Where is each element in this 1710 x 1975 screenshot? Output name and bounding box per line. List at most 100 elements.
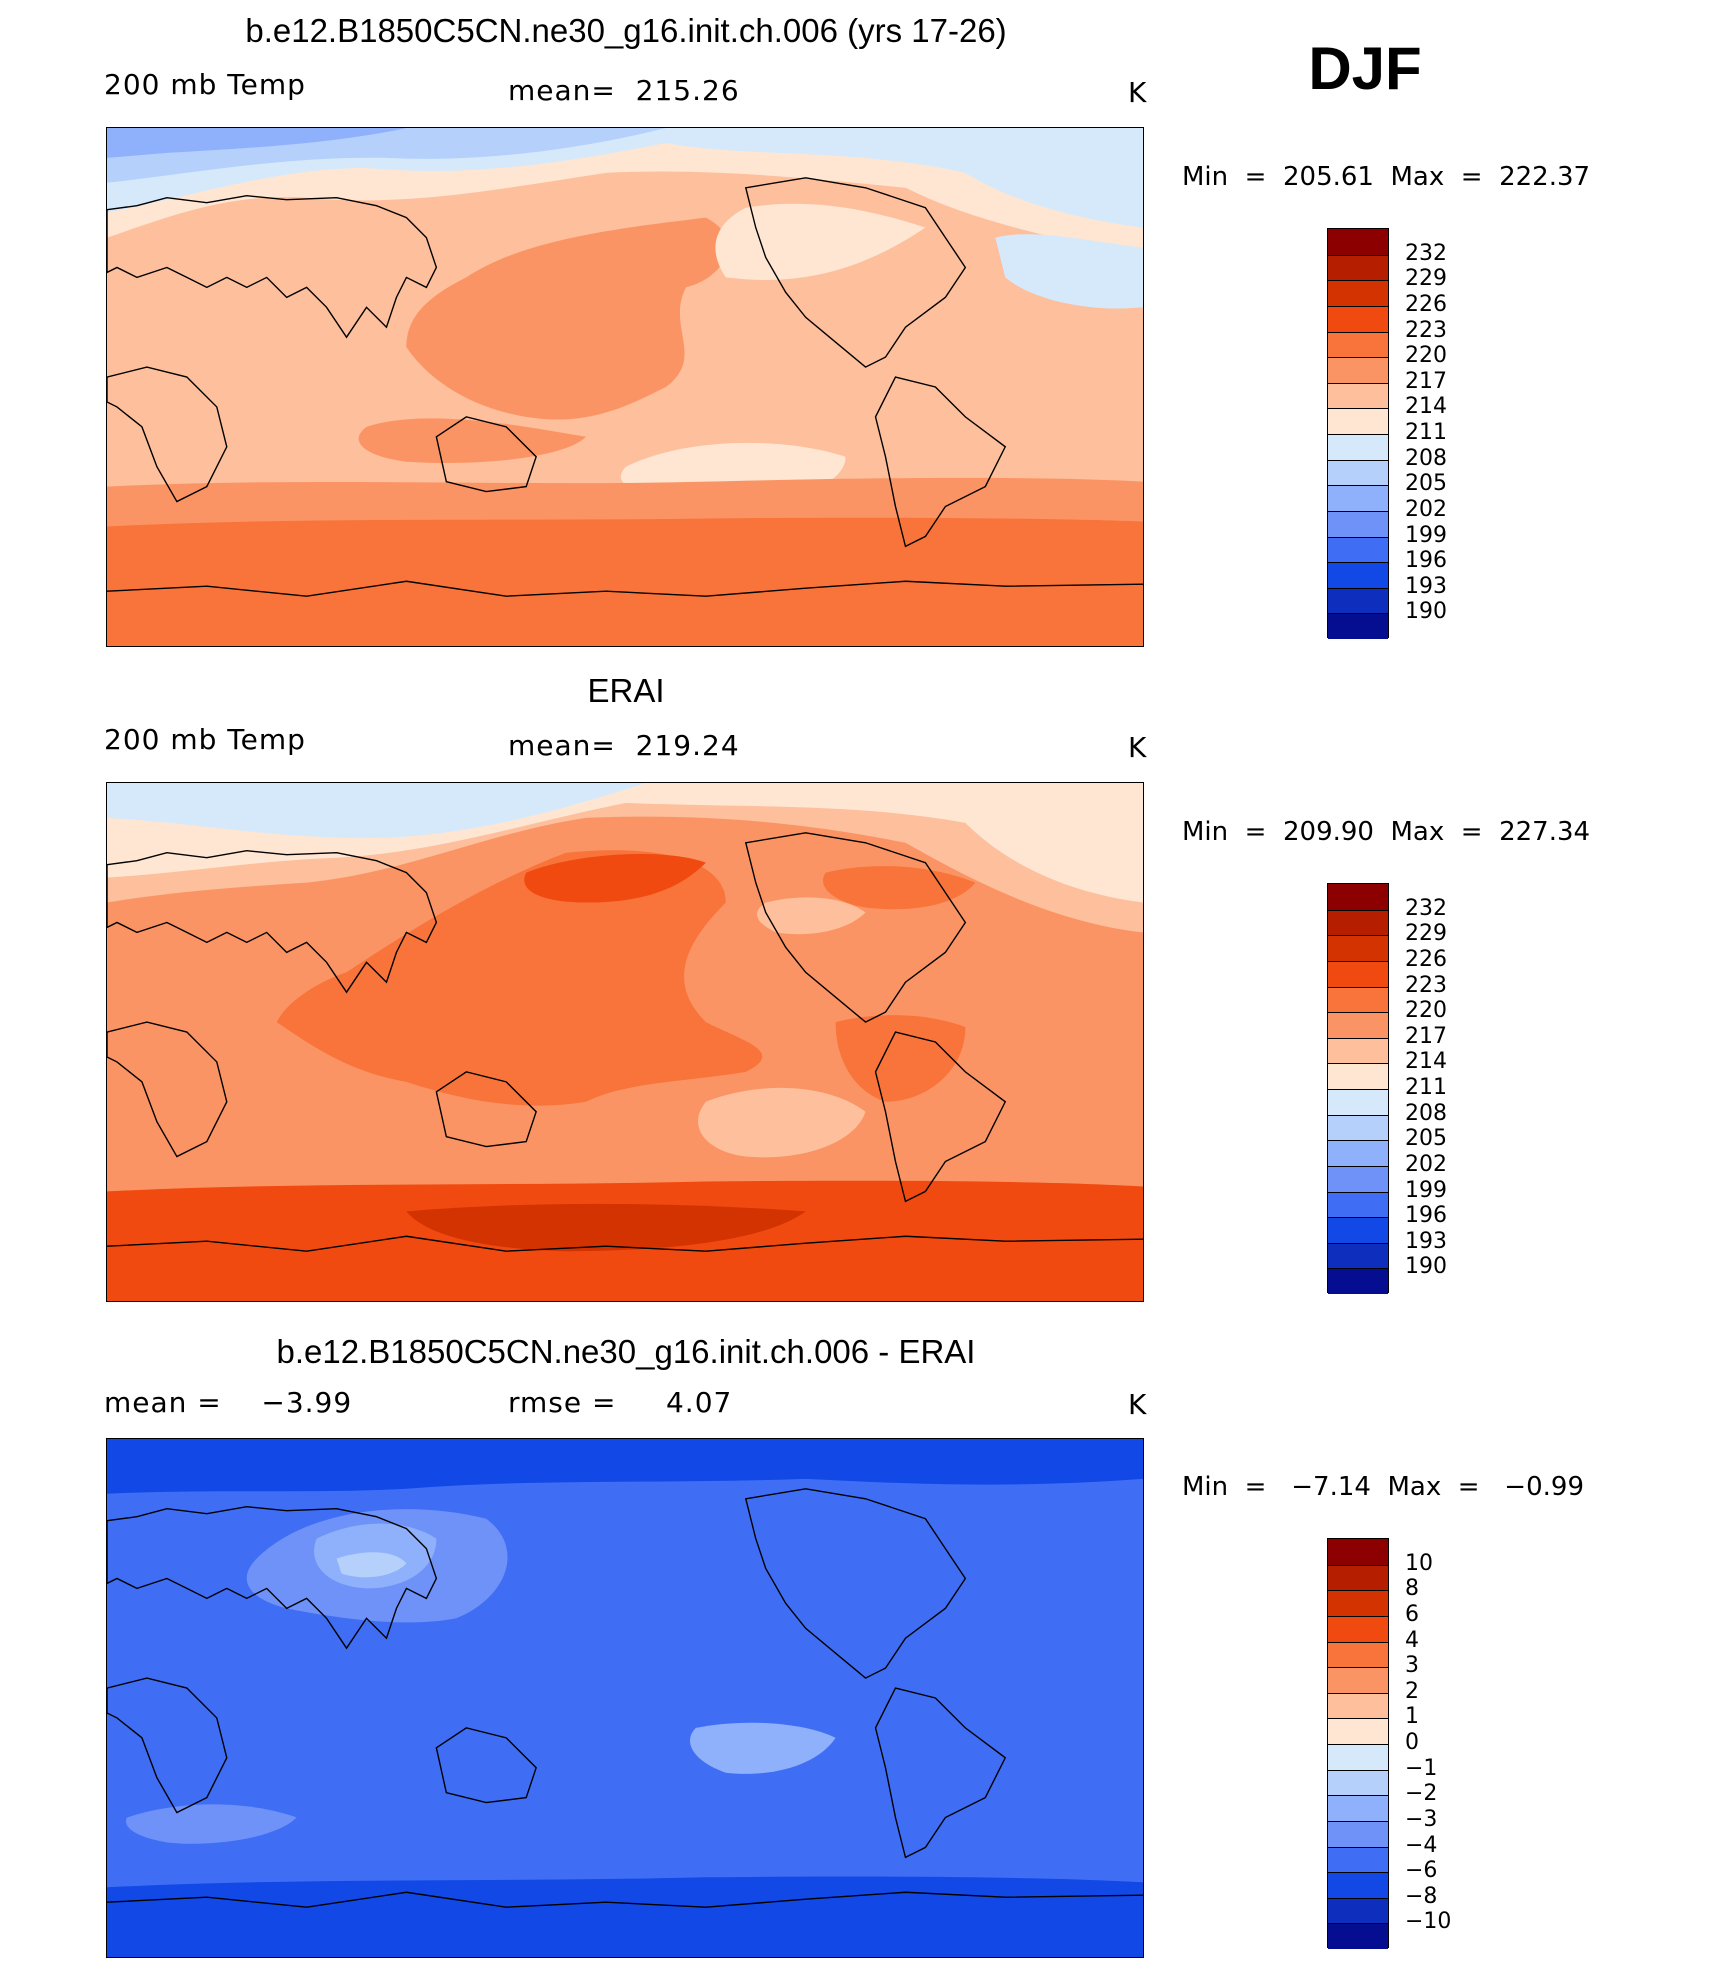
colorbar-tick-label: 199 [1405,522,1447,548]
colorbar-swatch [1328,1769,1388,1796]
panel2-mean-label: mean= 219.24 [508,729,740,762]
panel2-band-226-229-south [406,1203,806,1252]
colorbar-tick-label: 196 [1405,548,1447,574]
colorbar-tick-label: 220 [1405,998,1447,1024]
colorbar-swatch [1328,1615,1388,1642]
colorbar-tick-label: 10 [1405,1550,1433,1576]
colorbar-tick-label: −6 [1405,1858,1438,1884]
colorbar-swatch [1328,884,1388,910]
panel2-coastline-australia [435,1071,537,1148]
panel2-coastline-eurasia [107,850,438,994]
colorbar-swatch [1328,1037,1388,1064]
colorbar-swatch [1328,536,1388,563]
colorbar-tick-label: 214 [1405,1049,1447,1075]
panel2-coastline-antarctica [107,1235,1143,1252]
colorbar-swatch [1328,1692,1388,1719]
colorbar-swatch [1328,1667,1388,1693]
colorbar-swatch [1328,357,1388,383]
panel3-band-safrica [126,1804,297,1844]
colorbar-tick-label: −10 [1405,1909,1452,1935]
panel1-band-220-223-south [107,517,1143,646]
colorbar-tick-label: 208 [1405,445,1447,471]
colorbar-swatch [1328,1165,1388,1192]
panel2-title: ERAI [587,672,665,709]
colorbar-tick-label: 190 [1405,1254,1447,1280]
colorbar-swatch [1328,1539,1388,1565]
panel1-variable-label: 200 mb Temp [104,68,306,101]
colorbar-tick-label: 217 [1405,1023,1447,1049]
colorbar-tick-label: 2 [1405,1678,1419,1704]
colorbar-swatch [1328,1217,1388,1243]
colorbar-tick-label: 232 [1405,895,1447,921]
panel3-colorbar [1327,1538,1389,1949]
colorbar-swatch [1328,935,1388,961]
colorbar-swatch [1328,408,1388,434]
panel1-coastline-africa [107,366,228,503]
colorbar-swatch [1328,1590,1388,1616]
colorbar-tick-label: 205 [1405,1126,1447,1152]
panel3-title: b.e12.B1850C5CN.ne30_g16.init.ch.006 - E… [276,1333,976,1370]
panel3-coastline-south-america [874,1687,1007,1859]
colorbar-tick-label: 223 [1405,972,1447,998]
panel1-band-217-220-pacific [406,217,728,420]
colorbar-tick-label: 0 [1405,1730,1419,1755]
colorbar-tick-label: 232 [1405,240,1447,266]
colorbar-swatch [1328,1744,1388,1770]
panel1-coastline-australia [435,416,537,493]
colorbar-tick-label: −4 [1405,1832,1438,1858]
panel2-contour-plot [107,783,1143,1301]
colorbar-swatch [1328,1795,1388,1821]
panel2-variable-label: 200 mb Temp [104,723,306,756]
panel2-band-208-211 [107,783,646,839]
panel2-colorbar [1327,883,1389,1294]
panel1-coastline-north-america [744,177,967,368]
colorbar-swatch [1328,909,1388,936]
colorbar-swatch [1328,1820,1388,1847]
panel3-map [106,1438,1144,1958]
colorbar-swatch [1328,562,1388,588]
colorbar-tick-label: 220 [1405,343,1447,369]
panel1-min-max: Min = 205.61 Max = 222.37 [1182,162,1591,192]
colorbar-swatch [1328,485,1388,511]
colorbar-tick-label: 196 [1405,1203,1447,1229]
colorbar-swatch [1328,1846,1388,1873]
colorbar-tick-label: 226 [1405,291,1447,317]
panel2-band-220-223-pacific [276,850,763,1106]
panel3-coastline-antarctica [107,1891,1143,1908]
panel1-map [106,127,1144,647]
panel2-band-nam-warm [823,866,976,910]
colorbar-tick-label: 6 [1405,1601,1419,1627]
panel2-coastline-north-america [744,832,967,1023]
colorbar-swatch [1328,434,1388,460]
panel2-units-label: K [1128,731,1148,764]
panel1-contour-plot [107,128,1143,646]
colorbar-tick-label: 205 [1405,471,1447,497]
panel3-band-neg2-neg1 [336,1552,407,1578]
colorbar-tick-label: −8 [1405,1883,1438,1909]
season-label: DJF [1308,35,1422,102]
colorbar-swatch [1328,1923,1388,1949]
colorbar-swatch [1328,280,1388,306]
colorbar-swatch [1328,1897,1388,1924]
colorbar-tick-label: 202 [1405,496,1447,522]
colorbar-tick-label: 190 [1405,599,1447,625]
panel3-rmse-label: rmse = 4.07 [508,1386,733,1419]
colorbar-tick-label: 223 [1405,317,1447,343]
panel3-band-neg8-neg6-south [107,1876,1143,1957]
panel1-coastline-antarctica [107,580,1143,597]
colorbar-tick-label: 193 [1405,1228,1447,1254]
colorbar-swatch [1328,1114,1388,1141]
colorbar-swatch [1328,587,1388,614]
panel3-coastline-eurasia [107,1506,438,1650]
colorbar-tick-label: 208 [1405,1100,1447,1126]
panel2-band-nepac [757,897,866,935]
panel2-map [106,782,1144,1302]
colorbar-swatch [1328,1089,1388,1115]
panel1-band-nam-cold [995,234,1143,309]
colorbar-tick-label: 226 [1405,946,1447,972]
colorbar-swatch [1328,1242,1388,1269]
colorbar-swatch [1328,1140,1388,1166]
panel2-min-max: Min = 209.90 Max = 227.34 [1182,817,1591,847]
colorbar-tick-label: 8 [1405,1576,1419,1602]
panel1-band-217-220-indian [358,418,587,463]
